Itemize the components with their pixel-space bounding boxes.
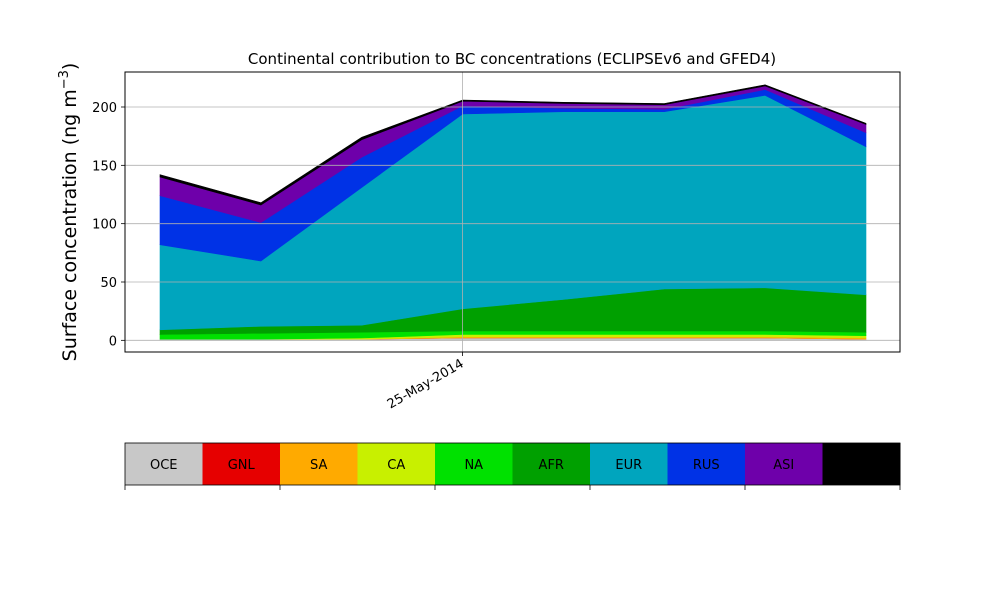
legend-swatch-sa bbox=[280, 443, 358, 485]
y-tick-label: 200 bbox=[92, 101, 117, 116]
legend-swatch-gnl bbox=[202, 443, 281, 485]
legend-label-rus: RUS bbox=[693, 458, 720, 473]
y-axis-ticks: 0 50 100 150 200 bbox=[92, 101, 125, 349]
legend-swatch-ca bbox=[357, 443, 436, 485]
area-aus bbox=[159, 84, 867, 206]
legend-swatch-na bbox=[435, 443, 513, 485]
chart-title: Continental contribution to BC concentra… bbox=[248, 50, 776, 68]
legend-label-oce: OCE bbox=[150, 458, 178, 473]
legend-label-na: NA bbox=[464, 458, 483, 473]
legend-swatch-asi bbox=[745, 443, 823, 485]
legend-swatch-oce bbox=[125, 443, 203, 485]
x-axis-ticks: 25-May-2014 bbox=[385, 352, 467, 412]
legend-swatch-aus bbox=[822, 443, 901, 485]
y-tick-label: 150 bbox=[92, 159, 117, 174]
legend-swatch-rus bbox=[667, 443, 746, 485]
x-tick-label: 25-May-2014 bbox=[385, 356, 467, 412]
y-tick-label: 0 bbox=[109, 334, 117, 349]
legend-label-eur: EUR bbox=[615, 458, 642, 473]
legend-swatch-afr bbox=[512, 443, 591, 485]
legend-label-aus: AUS bbox=[848, 458, 875, 473]
legend-label-ca: CA bbox=[387, 458, 405, 473]
legend-label-afr: AFR bbox=[539, 458, 564, 473]
plot-frame bbox=[124, 71, 901, 353]
legend-label-asi: ASI bbox=[773, 458, 794, 473]
grid-lines bbox=[125, 72, 900, 352]
area-layers bbox=[159, 84, 867, 341]
legend-label-sa: SA bbox=[310, 458, 327, 473]
legend-frame bbox=[124, 442, 901, 486]
y-tick-label: 50 bbox=[100, 276, 117, 291]
legend-label-gnl: GNL bbox=[228, 458, 256, 473]
color-legend: OCE GNL SA CA NA AFR EUR RUS ASI AUS bbox=[124, 442, 901, 490]
legend-swatch-eur bbox=[590, 443, 668, 485]
y-axis-label: Surface concentration (ng m−3) bbox=[57, 63, 81, 362]
y-tick-label: 100 bbox=[92, 218, 117, 233]
